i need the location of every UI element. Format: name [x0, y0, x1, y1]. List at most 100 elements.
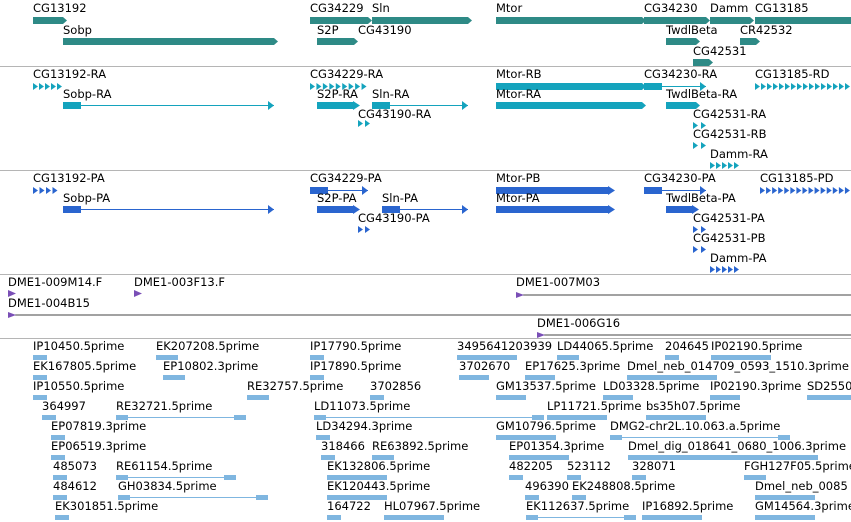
transcript-glyph[interactable] — [33, 83, 62, 90]
transcript-label[interactable]: CG34230-RA — [644, 67, 718, 81]
est-label[interactable]: EP01354.3prime — [509, 439, 605, 453]
est-label[interactable]: EP06519.3prime — [51, 439, 147, 453]
protein-label[interactable]: CG43190-PA — [358, 211, 430, 225]
est-label[interactable]: RE32757.5prime — [247, 379, 344, 393]
est-label[interactable]: LD44065.5prime — [557, 339, 654, 353]
est-label[interactable]: LD11073.5prime — [314, 399, 411, 413]
est-glyph[interactable] — [310, 355, 324, 360]
est-glyph[interactable] — [457, 355, 517, 360]
protein-label[interactable]: CG42531-PB — [693, 231, 766, 245]
gene-glyph[interactable] — [372, 17, 472, 24]
gene-glyph[interactable] — [317, 38, 358, 45]
est-label[interactable]: EK207208.5prime — [156, 339, 260, 353]
est-glyph[interactable] — [665, 355, 679, 360]
est-label[interactable]: 3702856 — [370, 379, 422, 393]
est-glyph[interactable] — [525, 375, 555, 380]
est-glyph[interactable] — [710, 395, 740, 400]
est-label[interactable]: EP17625.3prime — [525, 359, 621, 373]
gene-label[interactable]: CG13192 — [33, 1, 87, 15]
est-glyph[interactable] — [156, 355, 178, 360]
est-label[interactable]: 204645 — [665, 339, 709, 353]
gene-glyph[interactable] — [310, 17, 372, 24]
protein-glyph[interactable] — [693, 246, 706, 253]
protein-label[interactable]: CG34229-PA — [310, 171, 382, 185]
gene-glyph[interactable] — [644, 17, 710, 24]
est-glyph[interactable] — [610, 435, 790, 440]
protein-label[interactable]: Mtor-PA — [496, 191, 540, 205]
est-label[interactable]: 485073 — [53, 459, 97, 473]
protein-glyph[interactable] — [710, 266, 739, 273]
gene-glyph[interactable] — [496, 17, 646, 24]
clone-glyph[interactable] — [8, 312, 851, 318]
protein-label[interactable]: Sln-PA — [382, 191, 418, 205]
est-label[interactable]: IP10550.5prime — [33, 379, 125, 393]
est-label[interactable]: IP16892.5prime — [642, 499, 734, 513]
est-glyph[interactable] — [525, 495, 539, 500]
est-label[interactable]: 318466 — [321, 439, 365, 453]
est-glyph[interactable] — [627, 375, 717, 380]
gene-label[interactable]: Damm — [710, 1, 749, 15]
gene-label[interactable]: Sln — [372, 1, 390, 15]
est-glyph[interactable] — [327, 495, 387, 500]
est-glyph[interactable] — [53, 475, 67, 480]
est-glyph[interactable] — [496, 395, 526, 400]
protein-label[interactable]: S2P-PA — [317, 191, 357, 205]
est-label[interactable]: 484612 — [53, 479, 97, 493]
clone-label[interactable]: DME1-009M14.F — [8, 275, 103, 289]
est-label[interactable]: IP02190.3prime — [710, 379, 802, 393]
est-label[interactable]: DMG2-chr2L.10.063.a.5prime — [610, 419, 781, 433]
transcript-label[interactable]: Sobp-RA — [63, 87, 112, 101]
protein-label[interactable]: CG34230-PA — [644, 171, 716, 185]
clone-glyph[interactable] — [516, 292, 851, 298]
clone-label[interactable]: DME1-007M03 — [516, 275, 601, 289]
transcript-label[interactable]: Sln-RA — [372, 87, 410, 101]
est-label[interactable]: 523112 — [567, 459, 611, 473]
est-glyph[interactable] — [163, 375, 185, 380]
est-glyph[interactable] — [509, 475, 523, 480]
transcript-glyph[interactable] — [372, 101, 468, 110]
est-glyph[interactable] — [646, 415, 706, 420]
est-glyph[interactable] — [314, 415, 544, 420]
est-label[interactable]: LP11721.5prime — [547, 399, 642, 413]
protein-glyph[interactable] — [310, 186, 368, 195]
transcript-label[interactable]: Damm-RA — [710, 147, 768, 161]
gene-glyph[interactable] — [693, 59, 713, 66]
transcript-glyph[interactable] — [693, 122, 706, 129]
est-label[interactable]: FGH127F05.5prime — [744, 459, 851, 473]
transcript-glyph[interactable] — [693, 142, 706, 149]
gene-glyph[interactable] — [740, 38, 760, 45]
est-glyph[interactable] — [603, 395, 633, 400]
protein-glyph[interactable] — [644, 186, 706, 195]
gene-label[interactable]: S2P — [317, 23, 339, 37]
transcript-label[interactable]: CG42531-RB — [693, 127, 767, 141]
est-label[interactable]: GM14564.3prime — [755, 499, 851, 513]
protein-glyph[interactable] — [666, 205, 699, 214]
est-label[interactable]: EP10802.3prime — [163, 359, 259, 373]
transcript-glyph[interactable] — [358, 120, 370, 127]
est-glyph[interactable] — [526, 515, 636, 520]
est-label[interactable]: EK120443.5prime — [327, 479, 431, 493]
est-label[interactable]: Dmel_neb_0085 — [755, 479, 848, 493]
gene-label[interactable]: Mtor — [496, 1, 523, 15]
est-label[interactable]: 3495641203939 — [457, 339, 553, 353]
est-label[interactable]: 164722 — [327, 499, 371, 513]
transcript-label[interactable]: CG42531-RA — [693, 107, 767, 121]
est-glyph[interactable] — [55, 515, 69, 520]
transcript-glyph[interactable] — [644, 82, 706, 91]
clone-glyph[interactable] — [8, 290, 16, 297]
clone-glyph[interactable] — [134, 290, 142, 297]
protein-glyph[interactable] — [382, 205, 468, 214]
est-label[interactable]: IP02190.5prime — [711, 339, 803, 353]
gene-label[interactable]: CG13185 — [755, 1, 809, 15]
est-label[interactable]: EK132806.5prime — [327, 459, 431, 473]
transcript-glyph[interactable] — [755, 83, 850, 90]
est-glyph[interactable] — [628, 455, 818, 460]
est-glyph[interactable] — [33, 355, 47, 360]
gene-label[interactable]: CG42531 — [693, 44, 747, 58]
est-glyph[interactable] — [33, 395, 47, 400]
protein-glyph[interactable] — [63, 205, 274, 214]
est-label[interactable]: SD2550 — [807, 379, 851, 393]
est-label[interactable]: RE61154.5prime — [116, 459, 213, 473]
protein-label[interactable]: CG13192-PA — [33, 171, 105, 185]
gene-glyph[interactable] — [710, 17, 754, 24]
